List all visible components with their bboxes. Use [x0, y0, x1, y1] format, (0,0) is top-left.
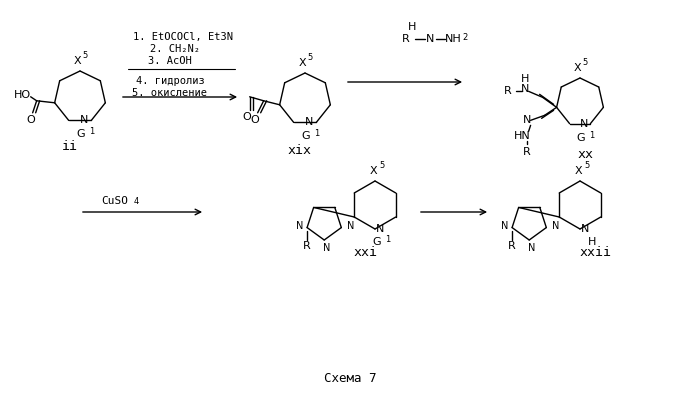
- Text: 5: 5: [82, 51, 88, 60]
- Text: N: N: [500, 221, 508, 231]
- Text: N: N: [80, 116, 88, 125]
- Text: X: X: [574, 166, 582, 176]
- Text: 4. гидролиз: 4. гидролиз: [136, 76, 204, 86]
- Text: N: N: [304, 118, 313, 127]
- Text: N: N: [376, 224, 384, 234]
- Text: R: R: [523, 147, 531, 157]
- Text: xx: xx: [577, 148, 593, 160]
- Text: G: G: [372, 237, 382, 247]
- Text: H: H: [408, 22, 416, 32]
- Text: N: N: [520, 84, 528, 94]
- Text: X: X: [573, 63, 581, 73]
- Text: 1: 1: [589, 131, 594, 140]
- Text: 5: 5: [379, 161, 384, 170]
- Text: N: N: [347, 221, 355, 231]
- Text: 5: 5: [582, 58, 587, 67]
- Text: Схема 7: Схема 7: [323, 372, 377, 385]
- Text: R: R: [303, 241, 311, 251]
- Text: HN: HN: [514, 131, 531, 141]
- Text: N: N: [528, 243, 535, 253]
- Text: N: N: [522, 116, 531, 125]
- Text: xxii: xxii: [579, 247, 611, 260]
- Text: R: R: [508, 241, 516, 251]
- Text: 2. CH₂N₂: 2. CH₂N₂: [150, 44, 200, 54]
- Text: O: O: [27, 115, 35, 125]
- Text: 5: 5: [307, 53, 312, 62]
- Text: xxi: xxi: [353, 247, 377, 260]
- Text: H: H: [520, 74, 528, 84]
- Text: 1: 1: [314, 129, 319, 139]
- Text: 1. EtOCOCl, Et3N: 1. EtOCOCl, Et3N: [133, 32, 233, 42]
- Text: N: N: [581, 224, 589, 234]
- Text: CuSO: CuSO: [102, 196, 129, 206]
- Text: N: N: [323, 243, 330, 253]
- Text: N: N: [295, 221, 303, 231]
- Text: 1: 1: [385, 235, 391, 244]
- Text: N: N: [426, 34, 434, 44]
- Text: 1: 1: [89, 127, 95, 137]
- Text: ii: ii: [62, 141, 78, 154]
- Text: G: G: [302, 131, 310, 141]
- Text: 5. окисление: 5. окисление: [132, 88, 207, 98]
- Text: HO: HO: [14, 90, 32, 100]
- Text: G: G: [577, 133, 585, 143]
- Text: X: X: [74, 56, 80, 66]
- Text: N: N: [552, 221, 560, 231]
- Text: 2: 2: [462, 33, 468, 42]
- Text: 4: 4: [134, 197, 139, 206]
- Text: N: N: [580, 119, 588, 129]
- Text: X: X: [298, 58, 306, 68]
- Text: R: R: [504, 86, 512, 96]
- Text: H: H: [588, 237, 596, 247]
- Text: G: G: [77, 129, 85, 139]
- Text: O: O: [251, 115, 259, 125]
- Text: O: O: [242, 112, 251, 122]
- Text: 3. AcOH: 3. AcOH: [148, 56, 192, 66]
- Text: xix: xix: [288, 145, 312, 158]
- Text: NH: NH: [444, 34, 461, 44]
- Text: X: X: [369, 166, 377, 176]
- Text: R: R: [402, 34, 410, 44]
- Text: 5: 5: [584, 161, 589, 170]
